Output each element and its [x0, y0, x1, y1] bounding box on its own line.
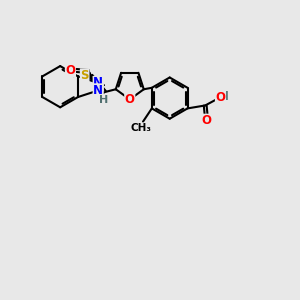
Text: O: O: [65, 64, 76, 76]
Text: N: N: [93, 76, 103, 89]
Text: O: O: [202, 114, 212, 127]
Text: H: H: [219, 90, 229, 103]
Text: O: O: [215, 91, 226, 104]
Text: CH₃: CH₃: [130, 123, 151, 133]
Text: S: S: [80, 69, 89, 82]
Text: H: H: [99, 95, 108, 105]
Text: O: O: [125, 93, 135, 106]
Text: N: N: [93, 84, 103, 97]
